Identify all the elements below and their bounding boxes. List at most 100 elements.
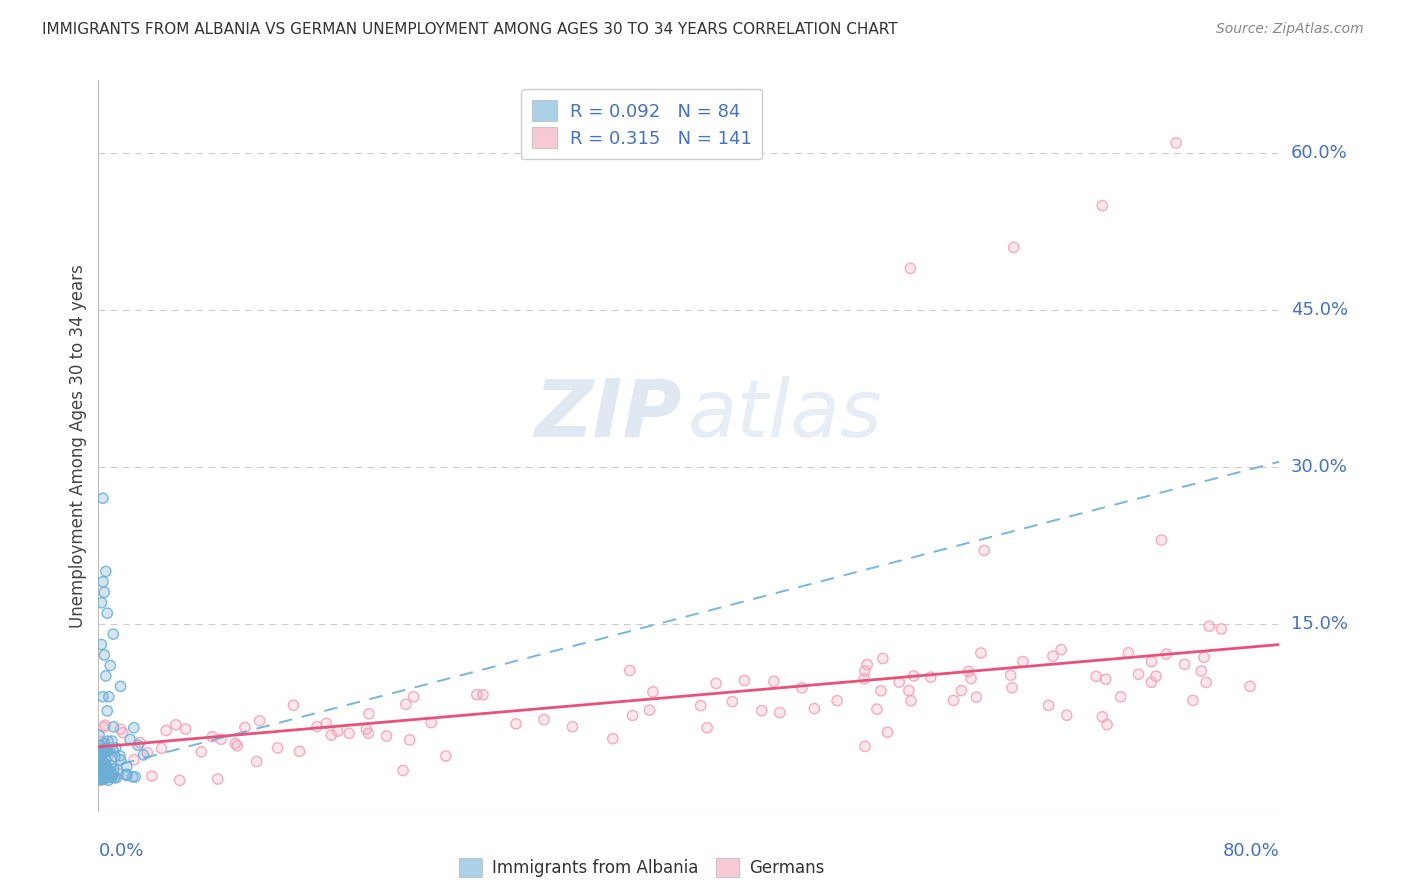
Point bbox=[638, 703, 661, 717]
Point bbox=[1000, 668, 1022, 682]
Point bbox=[91, 743, 114, 757]
Point bbox=[790, 681, 813, 695]
Point bbox=[90, 772, 112, 786]
Point bbox=[1091, 710, 1114, 724]
Point bbox=[94, 669, 117, 683]
Point bbox=[1195, 675, 1218, 690]
Point bbox=[122, 753, 145, 767]
Point bbox=[1140, 675, 1163, 690]
Point bbox=[98, 763, 121, 777]
Point bbox=[98, 770, 121, 784]
Point bbox=[326, 724, 349, 739]
Point bbox=[689, 698, 711, 713]
Text: 45.0%: 45.0% bbox=[1291, 301, 1348, 319]
Point bbox=[107, 764, 129, 778]
Point bbox=[942, 693, 965, 707]
Point bbox=[1118, 646, 1140, 660]
Point bbox=[246, 755, 269, 769]
Point bbox=[769, 706, 792, 720]
Point bbox=[356, 722, 378, 736]
Point bbox=[505, 716, 527, 731]
Point bbox=[762, 674, 785, 689]
Point bbox=[1038, 698, 1060, 713]
Point bbox=[356, 722, 378, 736]
Point bbox=[751, 704, 773, 718]
Point bbox=[94, 766, 117, 780]
Point bbox=[96, 704, 118, 718]
Point bbox=[96, 761, 118, 775]
Point bbox=[115, 759, 138, 773]
Point bbox=[1085, 669, 1108, 683]
Point bbox=[1056, 708, 1078, 723]
Point bbox=[103, 720, 125, 734]
Point bbox=[920, 670, 942, 684]
Point bbox=[90, 638, 112, 652]
Text: IMMIGRANTS FROM ALBANIA VS GERMAN UNEMPLOYMENT AMONG AGES 30 TO 34 YEARS CORRELA: IMMIGRANTS FROM ALBANIA VS GERMAN UNEMPL… bbox=[42, 22, 898, 37]
Point bbox=[97, 773, 120, 788]
Point bbox=[973, 543, 995, 558]
Point bbox=[305, 720, 328, 734]
Point bbox=[900, 694, 922, 708]
Point bbox=[190, 745, 212, 759]
Point bbox=[190, 745, 212, 759]
Point bbox=[103, 771, 125, 785]
Point bbox=[103, 627, 125, 641]
Point bbox=[150, 741, 173, 756]
Point bbox=[91, 769, 114, 783]
Point bbox=[129, 736, 152, 750]
Point bbox=[98, 743, 121, 757]
Point bbox=[942, 693, 965, 707]
Text: 80.0%: 80.0% bbox=[1223, 842, 1279, 860]
Point bbox=[87, 772, 110, 787]
Point bbox=[1140, 655, 1163, 669]
Text: Source: ZipAtlas.com: Source: ZipAtlas.com bbox=[1216, 22, 1364, 37]
Point bbox=[889, 675, 911, 690]
Point bbox=[97, 734, 120, 748]
Point bbox=[96, 765, 118, 780]
Point bbox=[1239, 679, 1261, 693]
Point bbox=[619, 664, 641, 678]
Point bbox=[110, 753, 132, 767]
Point bbox=[561, 720, 583, 734]
Point bbox=[97, 773, 120, 788]
Point bbox=[1056, 708, 1078, 723]
Point bbox=[91, 690, 114, 704]
Point bbox=[283, 698, 305, 713]
Point bbox=[1091, 199, 1114, 213]
Point bbox=[1164, 136, 1187, 150]
Point bbox=[641, 685, 664, 699]
Point bbox=[965, 690, 987, 705]
Point bbox=[621, 708, 644, 723]
Point bbox=[101, 770, 124, 784]
Point bbox=[94, 740, 117, 755]
Point bbox=[751, 704, 773, 718]
Point bbox=[1211, 622, 1233, 636]
Point bbox=[108, 748, 131, 763]
Point bbox=[704, 676, 727, 690]
Point bbox=[1198, 619, 1220, 633]
Point bbox=[1050, 642, 1073, 657]
Point bbox=[533, 713, 555, 727]
Point bbox=[105, 771, 128, 785]
Point bbox=[89, 759, 111, 773]
Point bbox=[1174, 657, 1197, 672]
Point bbox=[100, 771, 122, 785]
Point bbox=[960, 672, 983, 686]
Point bbox=[89, 745, 111, 759]
Point bbox=[619, 664, 641, 678]
Point bbox=[136, 746, 159, 760]
Point bbox=[94, 669, 117, 683]
Point bbox=[1192, 650, 1215, 665]
Point bbox=[90, 772, 112, 787]
Point bbox=[90, 753, 112, 767]
Point bbox=[96, 745, 118, 759]
Point bbox=[89, 765, 111, 780]
Point bbox=[93, 772, 115, 787]
Point bbox=[1109, 690, 1132, 704]
Point bbox=[89, 745, 111, 759]
Point bbox=[472, 688, 495, 702]
Point bbox=[1181, 693, 1204, 707]
Point bbox=[1150, 533, 1173, 547]
Point bbox=[91, 491, 114, 506]
Point bbox=[101, 767, 124, 781]
